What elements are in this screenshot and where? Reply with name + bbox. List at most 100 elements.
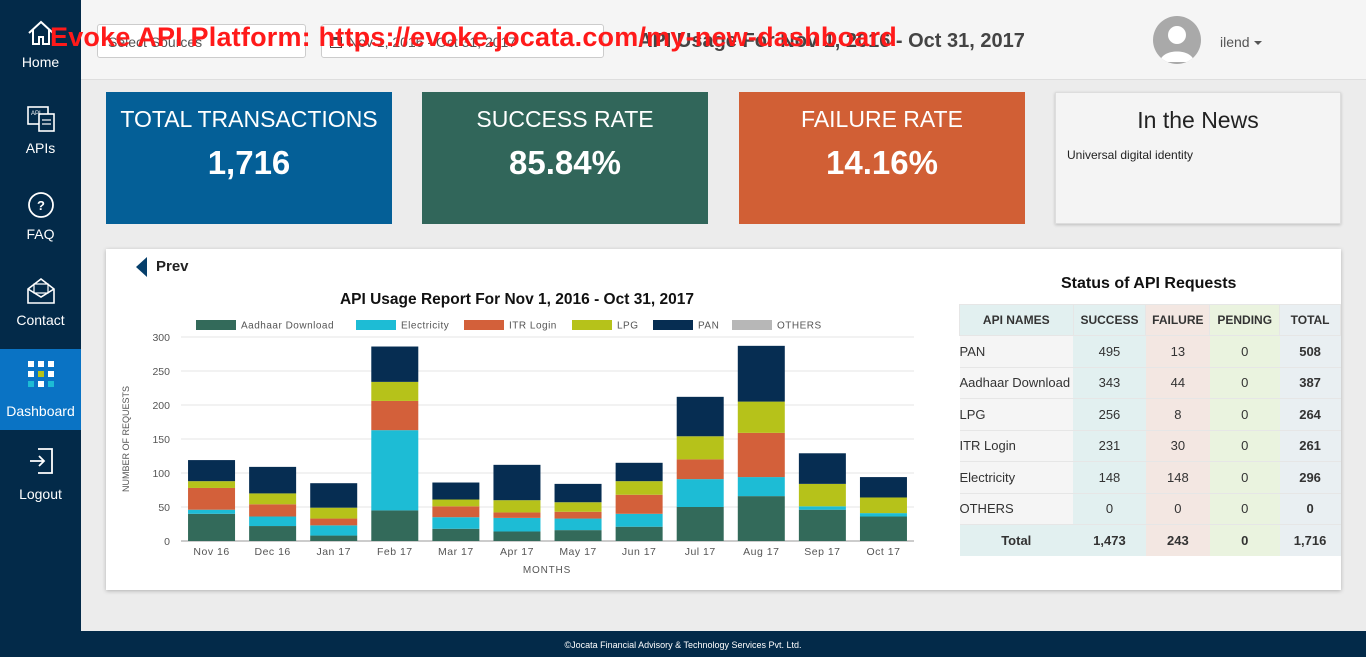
sidebar-item-logout[interactable]: Logout bbox=[0, 440, 81, 520]
x-tick-label: Jun 17 bbox=[622, 546, 657, 558]
usage-panel: Prev API Usage Report For Nov 1, 2016 - … bbox=[106, 249, 1341, 590]
bar-segment bbox=[554, 530, 602, 541]
bar-segment bbox=[615, 526, 663, 541]
legend-label: ITR Login bbox=[509, 321, 557, 332]
x-tick-label: Sep 17 bbox=[804, 546, 840, 558]
bar-segment bbox=[310, 483, 358, 508]
calendar-icon bbox=[330, 37, 342, 48]
bar-segment bbox=[798, 506, 846, 510]
bar-segment bbox=[432, 482, 480, 500]
bar-segment bbox=[554, 511, 602, 519]
dashboard-icon bbox=[28, 361, 54, 387]
bar-segment bbox=[249, 504, 297, 517]
total-cell: 264 bbox=[1279, 398, 1341, 430]
bar-segment bbox=[676, 479, 724, 507]
user-icon bbox=[1160, 26, 1194, 62]
api-name-cell: OTHERS bbox=[959, 492, 1074, 525]
success-cell: 0 bbox=[1073, 492, 1146, 525]
watermark-text: Evoke API Platform: https://evoke.jocata… bbox=[50, 22, 897, 52]
api-name-cell: ITR Login bbox=[959, 429, 1074, 462]
x-tick-label: Oct 17 bbox=[866, 546, 900, 558]
bar-segment bbox=[676, 459, 724, 480]
legend-swatch bbox=[356, 320, 396, 330]
top-bar: Select Sources Nov 1, 2016 - Oct 31, 201… bbox=[81, 0, 1366, 80]
y-tick-label: 200 bbox=[152, 400, 170, 412]
total-label-cell: Total bbox=[959, 524, 1074, 556]
sidebar-item-label: Contact bbox=[16, 312, 65, 328]
bar-segment bbox=[493, 512, 541, 518]
bar-segment bbox=[798, 453, 846, 484]
bar-segment bbox=[676, 396, 724, 437]
bar-segment bbox=[737, 496, 785, 541]
table-total-row: Total 1,473 243 0 1,716 bbox=[959, 524, 1341, 556]
card-title: SUCCESS RATE bbox=[476, 106, 654, 132]
user-menu[interactable]: ilend bbox=[1220, 34, 1263, 50]
failure-cell: 243 bbox=[1145, 524, 1210, 556]
bar-segment bbox=[554, 483, 602, 503]
failure-cell: 13 bbox=[1145, 335, 1210, 367]
page-title: API Usage For Nov 1, 2016 - Oct 31, 2017 bbox=[638, 30, 1025, 52]
sidebar-item-contact[interactable]: Contact bbox=[0, 266, 81, 346]
chart-title: API Usage Report For Nov 1, 2016 - Oct 3… bbox=[340, 291, 694, 308]
sidebar-item-dashboard[interactable]: Dashboard bbox=[0, 349, 81, 430]
news-item[interactable]: Universal digital identity bbox=[1067, 148, 1194, 162]
bar-segment bbox=[432, 517, 480, 529]
question-icon: ? bbox=[28, 192, 54, 218]
bar-segment bbox=[859, 477, 907, 498]
sidebar-item-apis[interactable]: API APIs bbox=[0, 94, 81, 174]
failure-cell: 0 bbox=[1145, 492, 1210, 525]
pending-cell: 0 bbox=[1209, 429, 1280, 462]
x-tick-label: Nov 16 bbox=[193, 546, 229, 558]
legend-swatch bbox=[464, 320, 504, 330]
legend-swatch bbox=[732, 320, 772, 330]
source-select[interactable]: Select Sources bbox=[97, 24, 306, 58]
bar-segment bbox=[188, 509, 236, 514]
bar-segment bbox=[188, 481, 236, 488]
total-cell: 387 bbox=[1279, 366, 1341, 399]
x-axis-label: MONTHS bbox=[523, 565, 571, 576]
pending-cell: 0 bbox=[1209, 524, 1280, 556]
table-header-row: API NAMES SUCCESS FAILURE PENDING TOTAL bbox=[959, 304, 1341, 336]
x-tick-label: May 17 bbox=[559, 546, 596, 558]
column-header: TOTAL bbox=[1279, 304, 1341, 336]
legend-label: PAN bbox=[698, 321, 719, 332]
pending-cell: 0 bbox=[1209, 366, 1280, 399]
bar-segment bbox=[188, 513, 236, 541]
bar-segment bbox=[859, 516, 907, 541]
sidebar-item-home[interactable]: Home bbox=[0, 8, 81, 88]
legend-swatch bbox=[196, 320, 236, 330]
column-header: SUCCESS bbox=[1072, 304, 1147, 336]
bar-segment bbox=[615, 462, 663, 482]
sidebar-item-faq[interactable]: ? FAQ bbox=[0, 180, 81, 260]
total-cell: 1,716 bbox=[1279, 524, 1341, 556]
status-title: Status of API Requests bbox=[1061, 275, 1237, 292]
date-range-picker[interactable]: Nov 1, 2016 - Oct 31, 2017 bbox=[321, 24, 604, 58]
y-tick-label: 150 bbox=[152, 434, 170, 446]
x-tick-label: Mar 17 bbox=[438, 546, 474, 558]
bar-segment bbox=[249, 493, 297, 505]
bar-segment bbox=[371, 510, 419, 541]
bar-segment bbox=[310, 535, 358, 541]
sidebar: Home API APIs ? FAQ Contact Das bbox=[0, 0, 81, 631]
bar-segment bbox=[798, 483, 846, 507]
date-range-value: Nov 1, 2016 - Oct 31, 2017 bbox=[348, 34, 517, 50]
bar-segment bbox=[737, 432, 785, 478]
bar-segment bbox=[432, 499, 480, 507]
y-tick-label: 300 bbox=[152, 332, 170, 344]
bar-segment bbox=[676, 436, 724, 460]
bar-segment bbox=[493, 531, 541, 541]
bar-segment bbox=[188, 487, 236, 510]
failure-cell: 148 bbox=[1145, 461, 1210, 493]
card-title: In the News bbox=[1137, 107, 1259, 133]
table-row: Electricity 148 148 0 296 bbox=[959, 461, 1341, 493]
mail-icon bbox=[27, 277, 55, 304]
y-axis-label: NUMBER OF REQUESTS bbox=[121, 386, 131, 492]
api-name-cell: LPG bbox=[959, 398, 1074, 430]
bar-segment bbox=[493, 517, 541, 532]
bar-segment bbox=[493, 500, 541, 513]
bar-segment bbox=[493, 464, 541, 501]
x-tick-label: Jan 17 bbox=[316, 546, 351, 558]
failure-cell: 44 bbox=[1145, 366, 1210, 399]
avatar[interactable] bbox=[1153, 16, 1201, 64]
bar-segment bbox=[188, 460, 236, 482]
